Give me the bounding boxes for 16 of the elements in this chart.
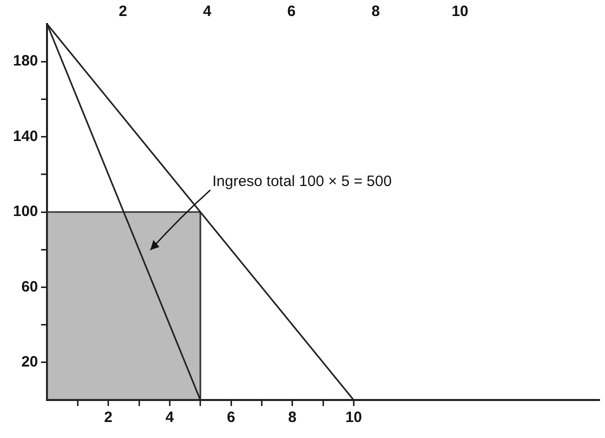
x-tick-label: 4 [166, 409, 175, 426]
y-tick-label: 100 [12, 203, 38, 220]
x2-tick-label: 4 [202, 3, 212, 20]
x-tick-label: 2 [104, 409, 113, 426]
x2-tick-label: 6 [287, 3, 296, 20]
x2-tick-label: 8 [372, 3, 380, 20]
x-tick-label: 8 [288, 409, 297, 426]
y-tick-label: 180 [12, 52, 38, 70]
x-tick-label: 6 [226, 409, 236, 426]
y-tick-label: 140 [12, 128, 38, 145]
x-tick-label: 10 [345, 409, 362, 426]
x2-tick-label: 10 [452, 3, 468, 20]
y-tick-label: 60 [21, 278, 38, 296]
x2-tick-label: 2 [118, 3, 128, 20]
y-tick-label: 20 [21, 354, 38, 371]
annotation: Ingreso total 100 × 5 = 500 [212, 173, 392, 190]
